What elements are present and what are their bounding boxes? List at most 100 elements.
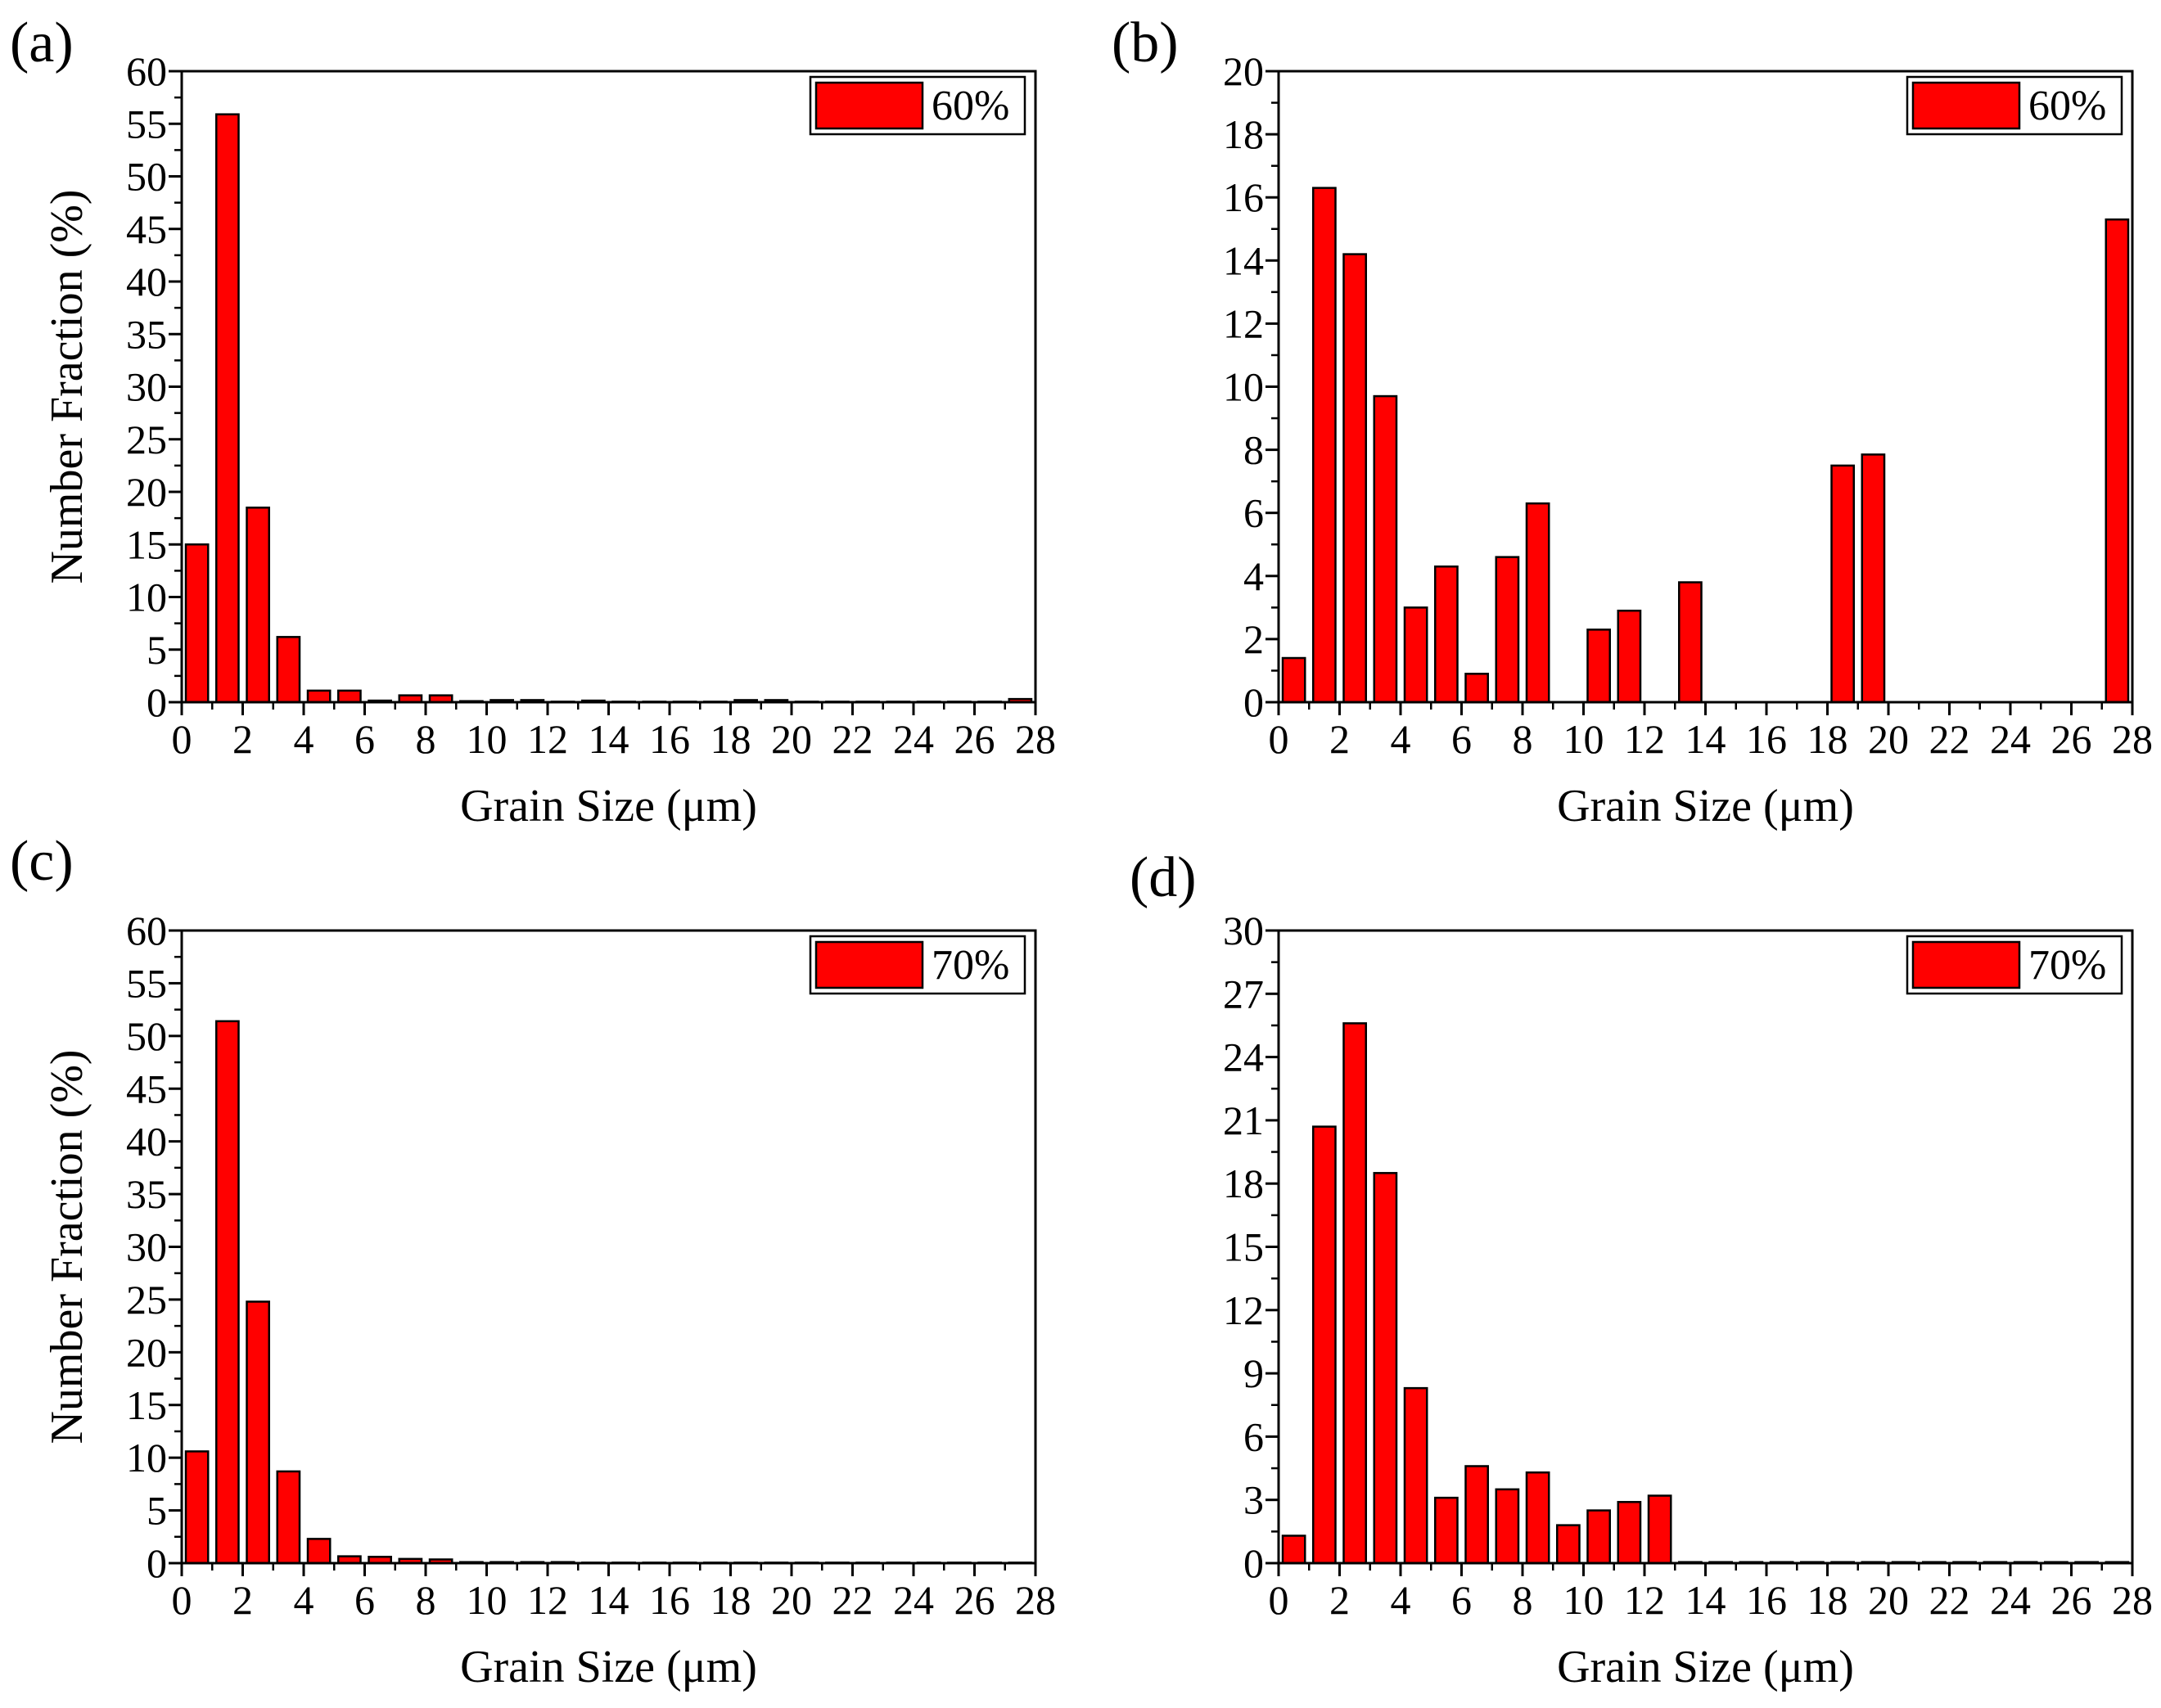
bar	[1586, 1509, 1611, 1565]
y-tick-label: 30	[1223, 908, 1264, 953]
x-tick-label: 24	[1990, 716, 2031, 762]
x-tick-label: 18	[711, 716, 751, 762]
legend: 70%	[809, 935, 1026, 995]
y-axis-title: Number Fraction (%)	[42, 1049, 92, 1444]
x-tick-label: 12	[1624, 716, 1665, 762]
y-tick-label: 30	[126, 1224, 167, 1270]
legend-swatch	[814, 940, 924, 989]
x-tick-label: 8	[416, 1577, 436, 1623]
bar	[1830, 464, 1855, 704]
y-tick-label: 35	[126, 311, 167, 357]
y-tick-label: 2	[1243, 616, 1264, 662]
x-tick-label: 0	[1269, 1577, 1289, 1623]
y-tick-label: 24	[1223, 1034, 1264, 1080]
bar	[276, 1470, 301, 1565]
x-tick-label: 4	[294, 1577, 314, 1623]
axes-frame	[180, 929, 1037, 1565]
x-tick-label: 10	[467, 1577, 508, 1623]
panel-b: (b)0 2 4 6 8 10 12 14 16 18 20 22 24 26 28024681012141…	[1112, 11, 2153, 831]
x-tick-label: 2	[1329, 716, 1350, 762]
bar	[1464, 673, 1489, 704]
y-tick-label: 15	[1223, 1224, 1264, 1270]
panel-c: (c)0 2 4 6 8 10 12 14 16 18 20 22 24 26 28051015202530…	[10, 830, 1056, 1692]
x-axis-title: Grain Size (μm)	[460, 781, 757, 831]
x-tick-label: 18	[711, 1577, 751, 1623]
y-tick-label: 21	[1223, 1097, 1264, 1143]
bar	[1312, 1125, 1337, 1565]
y-tick-label: 0	[147, 1540, 167, 1586]
y-tick-label: 20	[126, 1329, 167, 1375]
bar	[1586, 629, 1611, 704]
panel-letter: (b)	[1112, 11, 1179, 74]
y-tick-label: 0	[147, 679, 167, 725]
x-tick-label: 28	[1015, 716, 1056, 762]
y-tick-label: 45	[126, 1066, 167, 1111]
bar	[1403, 606, 1428, 704]
bar	[1617, 1501, 1642, 1565]
y-axis-title: Number Fraction (%)	[42, 189, 92, 584]
bar	[337, 689, 362, 704]
legend-label: 70%	[932, 942, 1009, 989]
y-tick-label: 6	[1243, 1413, 1264, 1459]
x-tick-label: 0	[172, 716, 192, 762]
y-tick-label: 35	[126, 1171, 167, 1217]
x-tick-label: 14	[1685, 716, 1726, 762]
y-tick-label: 50	[126, 154, 167, 200]
x-tick-label: 12	[527, 716, 568, 762]
y-tick-label: 20	[126, 469, 167, 515]
bar	[1495, 556, 1520, 704]
y-tick-label: 10	[126, 575, 167, 620]
x-tick-label: 18	[1807, 1577, 1848, 1623]
bar	[215, 113, 240, 704]
x-tick-label: 8	[1513, 716, 1533, 762]
bar	[184, 1450, 210, 1565]
x-axis-title: Grain Size (μm)	[1557, 1642, 1854, 1692]
x-tick-label: 16	[649, 1577, 690, 1623]
y-tick-label: 16	[1223, 174, 1264, 220]
bar	[1312, 187, 1337, 704]
x-tick-label: 4	[1391, 1577, 1411, 1623]
legend-swatch	[1911, 81, 2021, 130]
y-tick-label: 27	[1223, 971, 1264, 1016]
legend-label: 60%	[932, 83, 1009, 129]
legend-swatch	[814, 81, 924, 130]
bar	[1495, 1488, 1520, 1565]
x-tick-label: 0	[172, 1577, 192, 1623]
y-tick-label: 14	[1223, 237, 1264, 283]
bar	[1556, 1524, 1581, 1565]
y-tick-label: 45	[126, 206, 167, 252]
x-tick-label: 28	[2112, 1577, 2153, 1623]
y-tick-label: 15	[126, 521, 167, 567]
x-tick-label: 6	[1451, 716, 1472, 762]
bar	[1434, 1496, 1459, 1565]
bar	[1403, 1386, 1428, 1565]
y-tick-label: 0	[1243, 679, 1264, 725]
x-tick-label: 8	[416, 716, 436, 762]
x-tick-label: 12	[1624, 1577, 1665, 1623]
y-tick-label: 9	[1243, 1350, 1264, 1396]
y-tick-label: 0	[1243, 1540, 1264, 1586]
x-tick-label: 4	[1391, 716, 1411, 762]
panel-d: (d)0 2 4 6 8 10 12 14 16 18 20 22 24 26 28036912151821…	[1130, 846, 2153, 1692]
legend-label: 60%	[2028, 83, 2106, 129]
x-tick-label: 6	[1451, 1577, 1472, 1623]
bar	[246, 507, 270, 704]
y-tick-label: 10	[126, 1435, 167, 1480]
x-tick-label: 6	[354, 716, 375, 762]
y-tick-label: 15	[126, 1382, 167, 1428]
bar	[1525, 1471, 1550, 1565]
x-tick-label: 16	[1746, 716, 1787, 762]
x-axis-title: Grain Size (μm)	[460, 1642, 757, 1692]
y-tick-label: 60	[126, 908, 167, 953]
y-tick-label: 4	[1243, 553, 1264, 599]
legend: 60%	[1906, 75, 2123, 136]
x-tick-label: 2	[1329, 1577, 1350, 1623]
bar	[1281, 656, 1306, 704]
y-tick-label: 55	[126, 960, 167, 1006]
x-tick-label: 26	[954, 716, 995, 762]
panel-letter: (a)	[10, 11, 74, 74]
x-tick-label: 22	[832, 716, 873, 762]
bar	[1342, 1022, 1367, 1565]
bar	[306, 1538, 332, 1565]
x-tick-label: 18	[1807, 716, 1848, 762]
